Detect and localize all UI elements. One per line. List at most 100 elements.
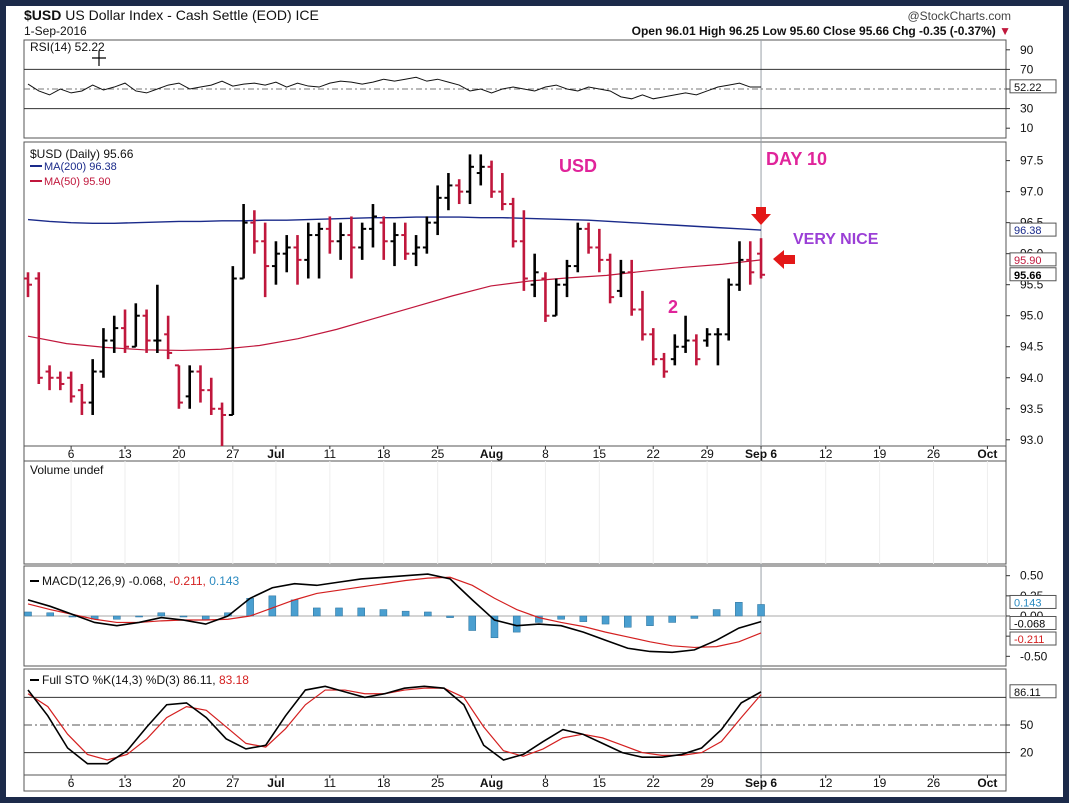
- ohlc-bar: [24, 272, 32, 298]
- ohlc-bar: [746, 241, 755, 285]
- macd-histogram-bar: [601, 615, 610, 625]
- sto-value-label: 86.11: [1014, 687, 1041, 699]
- ohlc-bar: [218, 402, 227, 446]
- macd-histogram-bar: [624, 615, 632, 628]
- ohlc-bar: [45, 365, 54, 391]
- x-tick-label: 26: [927, 776, 941, 790]
- macd-histogram-bar: [579, 615, 588, 622]
- symbol: $USD: [24, 7, 62, 23]
- ohlc-bar: [401, 222, 410, 260]
- ohlc-bar: [142, 309, 151, 353]
- macd-value-label: -0.068: [1014, 618, 1045, 630]
- macd-title-part: MACD(12,26,9) -0.068,: [42, 574, 169, 588]
- x-tick-label: 12: [819, 447, 833, 461]
- x-tick-label: 26: [927, 447, 941, 461]
- x-tick-label: Oct: [977, 776, 997, 790]
- x-tick-label: 27: [226, 447, 240, 461]
- price-value-label: 95.66: [1014, 270, 1042, 282]
- price-tick-label: 95.0: [1020, 309, 1044, 323]
- ohlc-bar: [88, 359, 97, 415]
- rsi-tick-label: 90: [1020, 43, 1034, 57]
- ohlc-bar: [606, 253, 615, 304]
- macd-histogram-bar: [424, 611, 432, 617]
- x-tick-label: Sep 6: [745, 447, 777, 461]
- macd-signal-line: [27, 576, 762, 649]
- macd-value-box: [1009, 594, 1057, 609]
- ohlc-bar: [670, 334, 679, 366]
- ma200-line: [27, 216, 762, 231]
- macd-histogram-bar: [113, 615, 121, 620]
- price-value-box: [1009, 222, 1057, 237]
- x-tick-label: 15: [593, 447, 607, 461]
- ohlc-bar: [368, 204, 377, 248]
- annotation-usd: USD: [559, 156, 597, 176]
- x-axis-band-2: [23, 774, 1007, 792]
- macd-tick-label: 0.50: [1020, 569, 1044, 583]
- ohlc-bar: [282, 235, 291, 273]
- macd-histogram-bar: [46, 612, 54, 617]
- x-tick-label: 25: [431, 776, 445, 790]
- x-tick-label: 8: [542, 776, 549, 790]
- sto-title-part: Full STO %K(14,3) %D(3) 86.11,: [42, 673, 219, 687]
- x-tick-label: 19: [873, 776, 887, 790]
- macd-histogram-bar: [646, 615, 654, 626]
- rsi-tick-label: 30: [1020, 102, 1034, 116]
- macd-value-box: [1009, 631, 1057, 646]
- down-arrow-icon: [751, 207, 771, 225]
- macd-histogram-bar: [290, 599, 299, 617]
- macd-title-part: 0.143: [209, 574, 239, 588]
- ohlc-bar: [563, 259, 571, 298]
- ohlc-bar: [465, 154, 474, 205]
- watermark: @StockCharts.com: [907, 9, 1011, 23]
- x-tick-label: 13: [118, 776, 132, 790]
- ohlc-bar: [519, 210, 528, 291]
- x-tick-label: 18: [377, 776, 391, 790]
- macd-histogram-bar: [357, 607, 365, 617]
- chg-down-icon: ▼: [999, 24, 1011, 38]
- ohlc-bar: [325, 216, 334, 254]
- x-tick-label: 27: [226, 776, 240, 790]
- ohlc-bar: [509, 197, 518, 248]
- ohlc-bar: [616, 259, 625, 298]
- instrument-name: US Dollar Index - Cash Settle (EOD) ICE: [65, 7, 319, 23]
- macd-value-box: [1009, 615, 1057, 630]
- ohlc-bar: [153, 284, 162, 353]
- ma50-legend-label: MA(50) 95.90: [44, 176, 111, 188]
- macd-histogram-bar: [690, 615, 699, 619]
- ohlc-bar: [77, 383, 86, 415]
- ohlc-bar: [681, 315, 690, 353]
- price-title: $USD (Daily) 95.66: [30, 147, 134, 161]
- macd-histogram-bar: [446, 615, 454, 618]
- ohlc-bar: [692, 334, 701, 366]
- price-tick-label: 93.0: [1020, 433, 1044, 447]
- annotation-very-nice: VERY NICE: [793, 231, 879, 248]
- x-tick-label: 6: [68, 776, 75, 790]
- ohlc-bar: [174, 364, 183, 409]
- rsi-tick-label: 70: [1020, 62, 1034, 76]
- x-tick-label: 22: [647, 776, 661, 790]
- ohlc-bar: [315, 222, 324, 279]
- ohlc-bar: [250, 210, 259, 254]
- macd-histogram-bar: [135, 615, 143, 618]
- ohlc-bar: [261, 222, 270, 298]
- ohlc-bar: [390, 222, 399, 267]
- ohlc-bar: [56, 371, 65, 391]
- vol-panel-border: [23, 460, 1007, 565]
- ohlc-bar: [573, 222, 582, 273]
- macd-histogram-bar: [335, 607, 343, 617]
- x-tick-label: 20: [172, 776, 186, 790]
- ohlc-bar: [336, 222, 345, 260]
- ohlc-bar: [379, 216, 388, 260]
- ohlc-bar: [638, 290, 647, 341]
- x-tick-label: Oct: [977, 447, 997, 461]
- macd-histogram-bar: [68, 615, 77, 618]
- ohlc-bar: [67, 371, 76, 403]
- price-value-box: [1009, 267, 1057, 282]
- x-tick-label: Aug: [480, 447, 503, 461]
- ohlc-bar: [724, 278, 733, 341]
- ohlc-bar: [185, 365, 194, 409]
- sto-title-part: 83.18: [219, 673, 249, 687]
- sto-k-line: [27, 685, 762, 765]
- ohlc-bar: [131, 303, 140, 348]
- ohlc-bar: [207, 377, 216, 415]
